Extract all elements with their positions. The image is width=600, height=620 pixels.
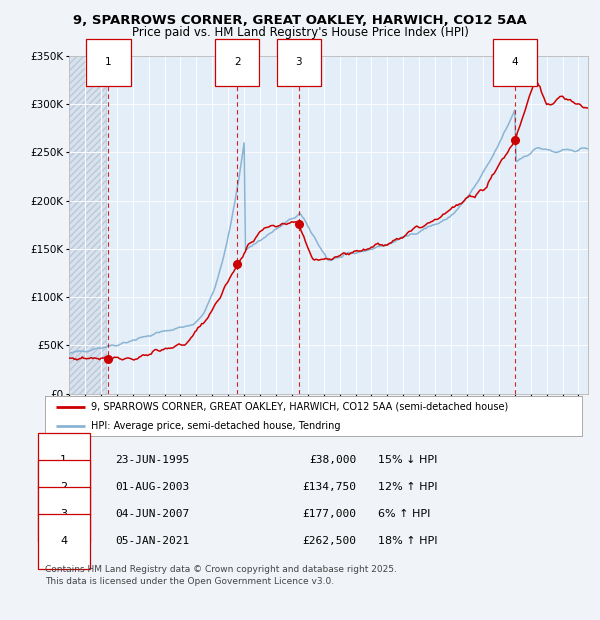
Text: 4: 4 [512, 58, 518, 68]
Text: Price paid vs. HM Land Registry's House Price Index (HPI): Price paid vs. HM Land Registry's House … [131, 26, 469, 39]
Text: 4: 4 [60, 536, 67, 546]
Text: 1: 1 [60, 456, 67, 466]
Text: 6% ↑ HPI: 6% ↑ HPI [378, 510, 430, 520]
Text: 1: 1 [105, 58, 112, 68]
Text: HPI: Average price, semi-detached house, Tendring: HPI: Average price, semi-detached house,… [91, 421, 340, 431]
Text: £262,500: £262,500 [302, 536, 356, 546]
Text: 18% ↑ HPI: 18% ↑ HPI [378, 536, 437, 546]
Text: 2: 2 [60, 482, 67, 492]
Text: This data is licensed under the Open Government Licence v3.0.: This data is licensed under the Open Gov… [45, 577, 334, 586]
Text: 05-JAN-2021: 05-JAN-2021 [115, 536, 189, 546]
Text: 3: 3 [60, 510, 67, 520]
Bar [69, 56, 106, 394]
Text: 01-AUG-2003: 01-AUG-2003 [115, 482, 189, 492]
Text: 12% ↑ HPI: 12% ↑ HPI [378, 482, 437, 492]
Text: £38,000: £38,000 [309, 456, 356, 466]
Text: 2: 2 [234, 58, 241, 68]
Text: 23-JUN-1995: 23-JUN-1995 [115, 456, 189, 466]
Text: £134,750: £134,750 [302, 482, 356, 492]
Text: 04-JUN-2007: 04-JUN-2007 [115, 510, 189, 520]
Text: £177,000: £177,000 [302, 510, 356, 520]
Text: 9, SPARROWS CORNER, GREAT OAKLEY, HARWICH, CO12 5AA (semi-detached house): 9, SPARROWS CORNER, GREAT OAKLEY, HARWIC… [91, 402, 508, 412]
Text: 15% ↓ HPI: 15% ↓ HPI [378, 456, 437, 466]
Text: Contains HM Land Registry data © Crown copyright and database right 2025.: Contains HM Land Registry data © Crown c… [45, 565, 397, 575]
Text: 3: 3 [295, 58, 302, 68]
Text: 9, SPARROWS CORNER, GREAT OAKLEY, HARWICH, CO12 5AA: 9, SPARROWS CORNER, GREAT OAKLEY, HARWIC… [73, 14, 527, 27]
